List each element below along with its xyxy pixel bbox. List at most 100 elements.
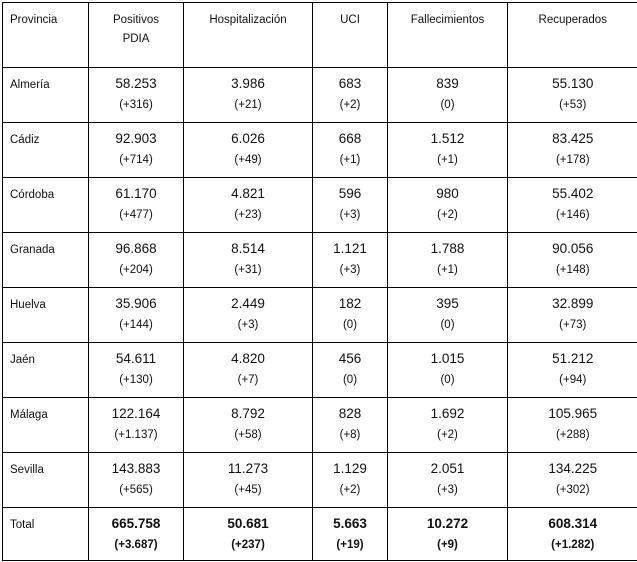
stat-delta: (+3.687) xyxy=(114,539,158,551)
header-label: Recuperados xyxy=(538,14,607,26)
stat-cell: 61.170 (+477) xyxy=(88,177,184,233)
stat-value: 122.164 xyxy=(111,406,161,421)
stat-cell: 8.792 (+58) xyxy=(183,397,313,453)
table-body: Almería 58.253 (+316) 3.986 (+21) 683 (+2) 839 (… xyxy=(2,67,637,561)
stat-value: 980 xyxy=(436,186,459,201)
table-row: Cádiz 92.903 (+714) 6.026 (+49) 668 (+1) 1.512 (… xyxy=(2,122,637,178)
stat-cell: 35.906 (+144) xyxy=(88,287,184,343)
stat-value: 54.611 xyxy=(115,351,157,366)
stat-delta: (0) xyxy=(440,99,455,111)
stat-cell: 395 (0) xyxy=(387,287,508,343)
stat-value: 1.015 xyxy=(430,351,465,366)
stat-cell: 55.130 (+53) xyxy=(507,67,637,123)
stat-cell: 683 (+2) xyxy=(312,67,388,123)
stat-cell: 50.681 (+237) xyxy=(183,507,313,561)
stat-delta: (+477) xyxy=(119,209,153,221)
province-name: Jaén xyxy=(2,342,89,398)
stat-value: 665.758 xyxy=(111,516,161,531)
stat-cell: 456 (0) xyxy=(312,342,388,398)
stat-cell: 5.663 (+19) xyxy=(312,507,388,561)
stat-value: 55.402 xyxy=(552,186,594,201)
table-row: Granada 96.868 (+204) 8.514 (+31) 1.121 (+3) 1.… xyxy=(2,232,637,288)
province-name: Huelva xyxy=(2,287,89,343)
stat-delta: (+148) xyxy=(555,264,590,276)
stat-delta: (+2) xyxy=(339,99,361,111)
stat-delta: (+21) xyxy=(234,99,262,111)
stat-delta: (+288) xyxy=(555,429,590,441)
stat-delta: (+178) xyxy=(555,154,590,166)
header-row: Provincia Positivos PDIA Hospitalización… xyxy=(2,2,637,68)
stat-value: 395 xyxy=(436,296,459,311)
stat-value: 6.026 xyxy=(231,131,265,146)
stat-value: 50.681 xyxy=(227,516,269,531)
stat-value: 134.225 xyxy=(548,461,598,476)
stat-cell: 839 (0) xyxy=(387,67,508,123)
stat-delta: (+3) xyxy=(237,319,259,331)
stat-cell: 122.164 (+1.137) xyxy=(88,397,184,453)
stat-value: 1.512 xyxy=(430,131,465,146)
stat-cell: 51.212 (+94) xyxy=(507,342,637,398)
stat-cell: 2.051 (+3) xyxy=(387,452,508,508)
header-label: Provincia xyxy=(10,14,58,26)
province-name: Málaga xyxy=(2,397,89,453)
stat-cell: 665.758 (+3.687) xyxy=(88,507,184,561)
stat-delta: (+2) xyxy=(437,209,458,221)
stat-delta: (+8) xyxy=(339,429,361,441)
stat-cell: 55.402 (+146) xyxy=(507,177,637,233)
stat-delta: (0) xyxy=(440,374,455,386)
stat-value: 90.056 xyxy=(552,241,594,256)
stat-delta: (+144) xyxy=(119,319,153,331)
stat-value: 10.272 xyxy=(426,516,469,531)
header-recuperados: Recuperados xyxy=(507,2,637,68)
stat-delta: (0) xyxy=(342,319,358,331)
stat-delta: (+204) xyxy=(119,264,153,276)
stat-cell: 828 (+8) xyxy=(312,397,388,453)
stat-value: 143.883 xyxy=(111,461,161,476)
stat-cell: 105.965 (+288) xyxy=(507,397,637,453)
stat-value: 456 xyxy=(338,351,362,366)
stat-delta: (+31) xyxy=(234,264,262,276)
stat-value: 61.170 xyxy=(115,186,157,201)
stat-cell: 1.015 (0) xyxy=(387,342,508,398)
stat-delta: (+2) xyxy=(339,484,361,496)
stat-cell: 980 (+2) xyxy=(387,177,508,233)
stat-delta: (+316) xyxy=(119,99,153,111)
stat-delta: (+73) xyxy=(559,319,587,331)
stat-cell: 11.273 (+45) xyxy=(183,452,313,508)
stat-delta: (+130) xyxy=(119,374,153,386)
stat-value: 596 xyxy=(338,186,362,201)
stat-value: 839 xyxy=(436,76,459,91)
stat-value: 51.212 xyxy=(552,351,594,366)
stat-delta: (+45) xyxy=(234,484,262,496)
stat-delta: (+714) xyxy=(119,154,153,166)
province-name: Almería xyxy=(2,67,89,123)
stat-value: 4.821 xyxy=(231,186,265,201)
header-label: Hospitalización xyxy=(209,14,287,26)
stat-delta: (+19) xyxy=(336,539,364,551)
header-positivos-pdia: Positivos PDIA xyxy=(88,2,184,68)
stat-cell: 4.820 (+7) xyxy=(183,342,313,398)
stat-cell: 134.225 (+302) xyxy=(507,452,637,508)
stat-value: 92.903 xyxy=(115,131,157,146)
stat-delta: (+1) xyxy=(437,154,458,166)
header-fallecimientos: Fallecimientos xyxy=(387,2,508,68)
header-label: UCI xyxy=(340,14,360,26)
stat-delta: (+9) xyxy=(437,539,458,551)
stat-delta: (+3) xyxy=(437,484,458,496)
province-name: Granada xyxy=(2,232,89,288)
stat-value: 683 xyxy=(338,76,362,91)
stat-value: 828 xyxy=(338,406,362,421)
stat-value: 8.514 xyxy=(231,241,265,256)
stat-value: 32.899 xyxy=(552,296,594,311)
header-label: PDIA xyxy=(122,33,150,45)
province-name: Sevilla xyxy=(2,452,89,508)
stat-cell: 10.272 (+9) xyxy=(387,507,508,561)
header-label: Fallecimientos xyxy=(410,14,485,26)
stat-cell: 4.821 (+23) xyxy=(183,177,313,233)
stat-value: 55.130 xyxy=(552,76,594,91)
header-hospitalizacion: Hospitalización xyxy=(183,2,313,68)
stat-value: 1.788 xyxy=(430,241,465,256)
stat-cell: 1.512 (+1) xyxy=(387,122,508,178)
stat-cell: 90.056 (+148) xyxy=(507,232,637,288)
